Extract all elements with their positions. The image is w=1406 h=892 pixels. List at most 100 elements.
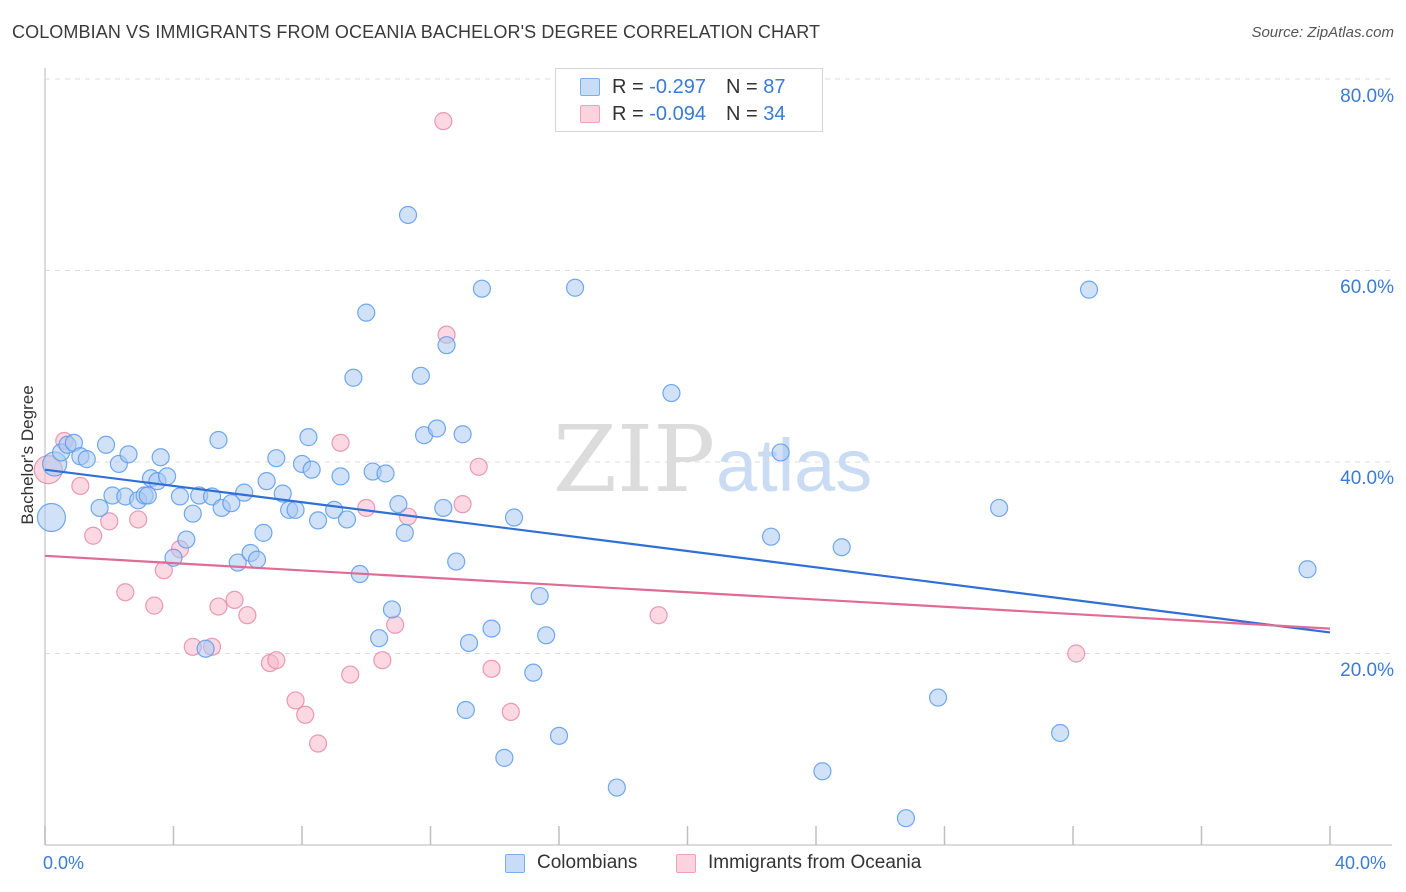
point-colombians xyxy=(151,448,170,467)
point-oceania xyxy=(469,457,488,476)
point-colombians xyxy=(247,550,267,569)
point-colombians xyxy=(896,809,916,828)
point-colombians xyxy=(549,726,569,745)
r-label: R = xyxy=(612,102,644,125)
point-colombians xyxy=(437,336,456,355)
point-colombians xyxy=(504,508,524,527)
point-colombians xyxy=(813,762,832,781)
point-colombians xyxy=(308,511,328,530)
y-axis-label: Bachelor's Degree xyxy=(18,385,37,525)
point-colombians xyxy=(530,586,549,606)
point-oceania xyxy=(482,659,501,678)
point-colombians xyxy=(337,510,357,529)
point-oceania xyxy=(357,498,376,518)
n-value: 87 xyxy=(763,75,786,98)
point-colombians xyxy=(1051,723,1070,743)
point-oceania xyxy=(434,112,453,131)
point-oceania xyxy=(238,606,257,625)
n-label: N = xyxy=(725,75,758,98)
point-colombians xyxy=(273,484,292,503)
legend-swatch-blue xyxy=(580,78,600,96)
point-oceania xyxy=(209,597,228,616)
point-oceania xyxy=(1067,644,1086,663)
point-colombians xyxy=(90,498,109,518)
r-label: R = xyxy=(612,75,644,98)
point-oceania xyxy=(501,702,520,722)
point-oceania xyxy=(267,651,286,670)
point-colombians xyxy=(370,629,389,648)
stats-legend: R = -0.297 N = 87 R = -0.094 N = 34 xyxy=(555,68,823,132)
point-colombians xyxy=(196,639,215,658)
point-colombians xyxy=(177,530,196,549)
point-colombians xyxy=(761,527,781,546)
point-colombians xyxy=(119,445,138,464)
point-colombians xyxy=(411,366,430,385)
watermark-atlas: atlas xyxy=(716,424,872,507)
series-legend: Colombians Immigrants from Oceania xyxy=(0,852,1406,878)
point-colombians xyxy=(302,460,321,479)
legend-label: Colombians xyxy=(537,852,638,873)
x-tick-label: 0.0% xyxy=(43,853,85,873)
legend-item-oceania[interactable]: Immigrants from Oceania xyxy=(676,852,921,874)
point-colombians xyxy=(376,464,395,483)
point-oceania xyxy=(331,433,350,452)
y-tick-label: 60.0% xyxy=(1340,277,1394,298)
point-colombians xyxy=(398,205,418,225)
series-colombians-points xyxy=(36,205,1317,828)
point-oceania xyxy=(308,734,328,753)
n-label: N = xyxy=(725,102,758,125)
point-oceania xyxy=(296,705,315,724)
point-colombians xyxy=(453,425,472,444)
point-oceania xyxy=(386,615,405,634)
point-colombians xyxy=(299,428,318,447)
point-colombians xyxy=(344,368,363,387)
n-value: 34 xyxy=(763,102,786,125)
point-oceania xyxy=(84,526,103,545)
point-colombians xyxy=(157,467,177,486)
point-colombians xyxy=(832,538,851,557)
point-colombians xyxy=(389,495,408,514)
x-tick-label: 40.0% xyxy=(1335,853,1387,873)
r-value: -0.297 xyxy=(649,75,706,98)
point-colombians xyxy=(456,700,475,720)
point-colombians xyxy=(395,523,414,542)
point-colombians xyxy=(183,504,202,523)
point-colombians xyxy=(36,502,67,533)
point-oceania xyxy=(649,606,668,625)
y-tick-label: 20.0% xyxy=(1340,660,1394,681)
point-colombians xyxy=(495,748,514,767)
legend-swatch-pink xyxy=(580,105,600,123)
point-colombians xyxy=(524,663,543,682)
point-oceania xyxy=(453,495,472,514)
trend-line-colombians xyxy=(44,468,1331,634)
point-oceania xyxy=(71,476,90,496)
legend-item-colombians[interactable]: Colombians xyxy=(505,852,637,874)
point-colombians xyxy=(990,498,1009,518)
point-colombians xyxy=(434,498,453,518)
legend-label: Immigrants from Oceania xyxy=(708,852,922,873)
point-colombians xyxy=(1079,280,1099,299)
point-colombians xyxy=(662,383,681,403)
point-colombians xyxy=(235,483,254,502)
point-colombians xyxy=(267,449,286,468)
point-colombians xyxy=(170,487,190,506)
point-oceania xyxy=(145,596,164,615)
point-colombians xyxy=(1298,560,1317,579)
point-colombians xyxy=(209,430,228,450)
source-label: Source: ZipAtlas.com xyxy=(1251,24,1394,41)
point-colombians xyxy=(482,619,501,638)
point-oceania xyxy=(100,512,119,531)
point-colombians xyxy=(331,467,350,486)
point-colombians xyxy=(222,494,241,513)
point-colombians xyxy=(447,552,466,571)
chart-title: COLOMBIAN VS IMMIGRANTS FROM OCEANIA BAC… xyxy=(12,22,821,42)
point-colombians xyxy=(607,778,626,797)
point-oceania xyxy=(286,691,305,710)
point-colombians xyxy=(427,419,447,438)
point-colombians xyxy=(257,472,276,491)
point-colombians xyxy=(537,626,556,645)
y-tick-label: 80.0% xyxy=(1340,86,1394,107)
point-colombians xyxy=(254,523,273,542)
point-colombians xyxy=(565,278,585,297)
r-value: -0.094 xyxy=(649,102,706,125)
